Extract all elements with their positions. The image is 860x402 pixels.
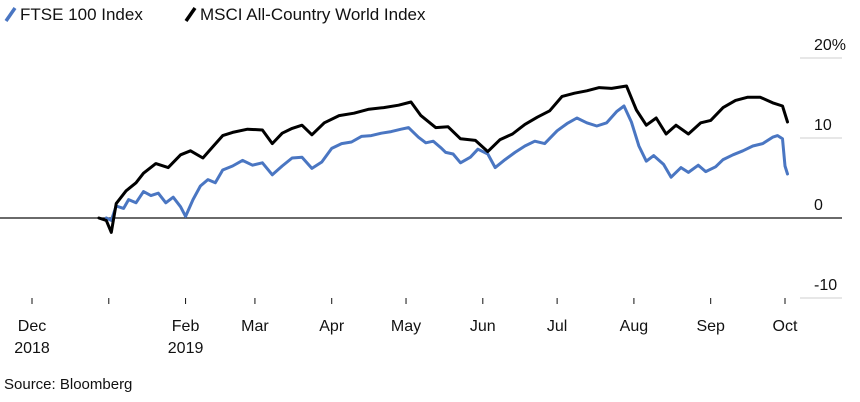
y-tick-label: 10	[814, 117, 832, 134]
y-tick-label: 0	[814, 197, 823, 214]
legend-swatch	[184, 7, 197, 22]
y-tick-label: -10	[814, 277, 837, 294]
x-tick-label: Mar	[241, 318, 269, 335]
source-note: Source: Bloomberg	[4, 376, 132, 393]
y-axis-tick-labels: 20% 10 0 -10	[814, 37, 846, 294]
x-tick-label: 2019	[168, 340, 204, 357]
x-tick-label: May	[391, 318, 421, 335]
x-tick-label: Dec	[18, 318, 46, 335]
x-tick-label: Apr	[319, 318, 345, 335]
x-tick-label: Feb	[172, 318, 200, 335]
series-lines	[97, 84, 789, 234]
y-tick-label: 20%	[814, 37, 846, 54]
x-tick-label: 2018	[14, 340, 50, 357]
legend-label: FTSE 100 Index	[20, 5, 143, 24]
x-tick-label: Oct	[773, 318, 798, 335]
series-line-ftse-100	[104, 104, 789, 222]
x-tick-label: Aug	[620, 318, 648, 335]
x-axis: Dec 2018 Feb 2019 Mar Apr May Jun Jul Aug Sep Oct	[14, 298, 798, 357]
gridlines	[0, 57, 842, 299]
series-line-msci-acwi	[97, 84, 789, 234]
legend-label: MSCI All-Country World Index	[200, 5, 426, 24]
x-tick-label: Jul	[547, 318, 567, 335]
x-tick-label: Jun	[470, 318, 496, 335]
legend-swatch	[4, 7, 17, 22]
x-tick-label: Sep	[696, 318, 725, 335]
legend: FTSE 100 Index MSCI All-Country World Ind…	[4, 5, 426, 24]
